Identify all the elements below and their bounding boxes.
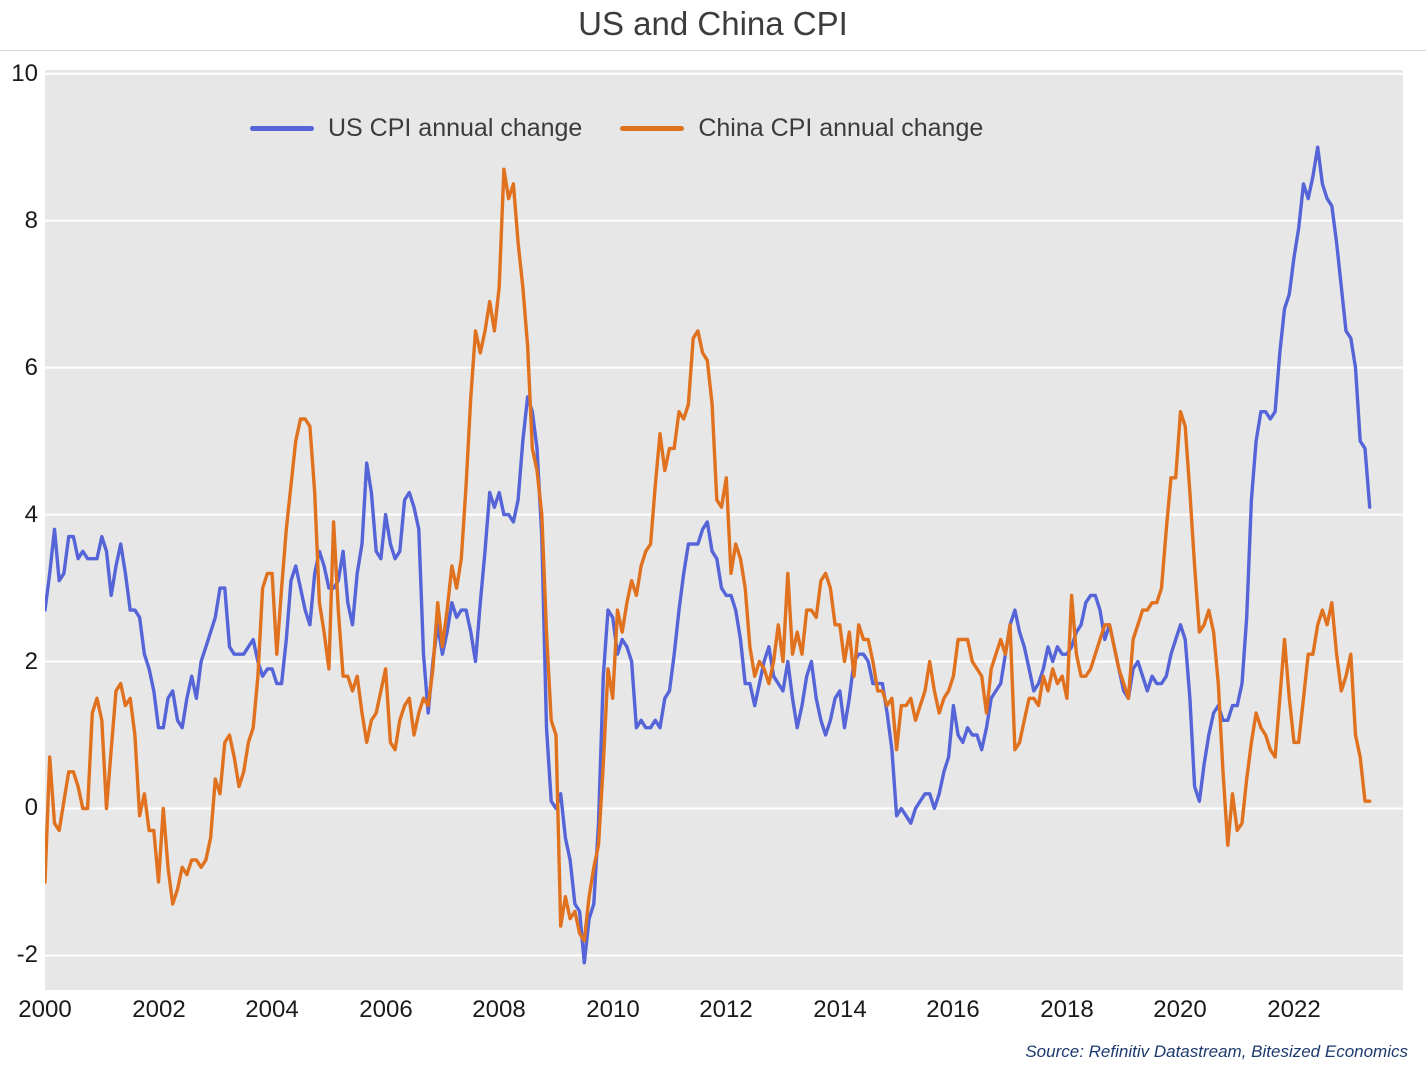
- x-tick-label: 2006: [359, 996, 413, 1023]
- source-note: Source: Refinitiv Datastream, Bitesized …: [1025, 1042, 1408, 1061]
- x-tick-label: 2010: [586, 996, 640, 1023]
- legend-item-us-cpi: US CPI annual change: [250, 114, 582, 143]
- legend-label-china-cpi: China CPI annual change: [698, 114, 984, 142]
- x-tick-label: 2022: [1267, 996, 1321, 1023]
- legend-label-us-cpi: US CPI annual change: [328, 114, 583, 142]
- plot-svg: [45, 72, 1403, 965]
- x-tick-label: 2018: [1040, 996, 1094, 1023]
- y-tick-label: 6: [24, 354, 38, 381]
- y-tick-label: 4: [24, 501, 38, 528]
- x-tick-label: 2016: [926, 996, 980, 1023]
- title-divider: [0, 50, 1426, 51]
- us-cpi-line: [45, 145, 1372, 965]
- legend-swatch-us-cpi: [250, 126, 314, 131]
- y-tick-label: 2: [24, 648, 38, 675]
- y-axis-labels: 10 8 6 4 2 0 -2: [0, 60, 38, 990]
- legend-swatch-china-cpi: [620, 126, 685, 131]
- y-tick-label: 8: [24, 207, 38, 234]
- chart-legend: US CPI annual change China CPI annual cha…: [250, 114, 983, 143]
- x-tick-label: 2004: [245, 996, 299, 1023]
- x-tick-label: 2002: [132, 996, 186, 1023]
- plot-area: US CPI annual change China CPI annual cha…: [45, 70, 1403, 990]
- legend-item-china-cpi: China CPI annual change: [620, 114, 983, 143]
- y-tick-label: 0: [24, 794, 38, 821]
- x-tick-label: 2000: [18, 996, 72, 1023]
- chart-title: US and China CPI: [578, 5, 848, 42]
- x-tick-label: 2012: [699, 996, 753, 1023]
- x-tick-label: 2008: [472, 996, 526, 1023]
- china-cpi-line: [45, 167, 1372, 943]
- x-tick-label: 2014: [813, 996, 867, 1023]
- y-tick-label: -2: [16, 941, 38, 968]
- y-tick-label: 10: [11, 60, 38, 87]
- x-tick-label: 2020: [1153, 996, 1207, 1023]
- x-axis-labels: 2000 2002 2004 2006 2008 2010 2012 2014 2016 2018…: [18, 996, 1403, 1028]
